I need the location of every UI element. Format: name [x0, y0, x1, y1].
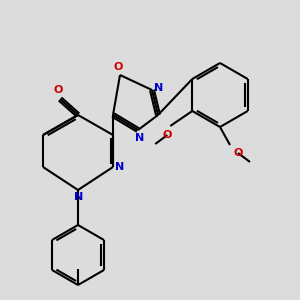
Text: O: O — [113, 62, 123, 72]
Text: O: O — [163, 130, 172, 140]
Text: N: N — [154, 83, 164, 93]
Text: O: O — [233, 148, 243, 158]
Text: N: N — [74, 192, 84, 202]
Text: O: O — [53, 85, 63, 95]
Text: N: N — [116, 162, 124, 172]
Text: N: N — [135, 133, 145, 143]
